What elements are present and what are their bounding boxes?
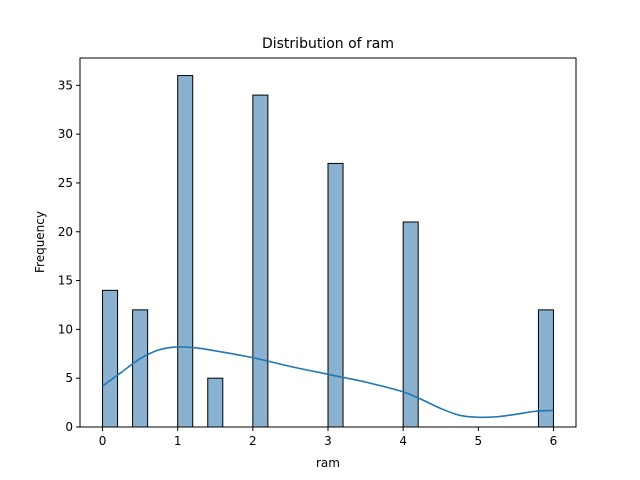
plot-area: 0 1 2 3 4 5 6 0 5 10 15 20 25 30 35 [58,75,558,448]
histogram-bar [207,377,224,428]
x-tick-label: 2 [249,434,257,448]
y-tick-label: 5 [65,371,73,385]
y-tick-label: 20 [58,225,73,239]
x-tick-label: 6 [550,434,558,448]
histogram-bar [132,309,149,428]
histogram-bar [537,309,554,428]
histogram-bar [252,94,269,428]
x-tick-label: 4 [399,434,407,448]
y-tick-label: 25 [58,176,73,190]
x-tick-label: 5 [474,434,482,448]
y-tick-label: 30 [58,127,73,141]
chart-title: Distribution of ram [262,36,394,52]
y-tick-label: 10 [58,322,73,336]
histogram-bar [102,289,119,428]
kde-line [102,346,554,419]
x-tick-label: 0 [99,434,107,448]
y-tick-label: 0 [65,420,73,434]
y-tick-label: 15 [58,274,73,288]
plot-frame [79,57,577,428]
x-axis-label: ram [316,456,340,470]
histogram-bar [177,75,194,428]
y-tick-label: 35 [58,78,73,92]
x-tick-label: 3 [324,434,332,448]
x-tick-label: 1 [174,434,182,448]
histogram-bar [327,162,344,428]
y-axis-label: Frequency [33,211,47,273]
